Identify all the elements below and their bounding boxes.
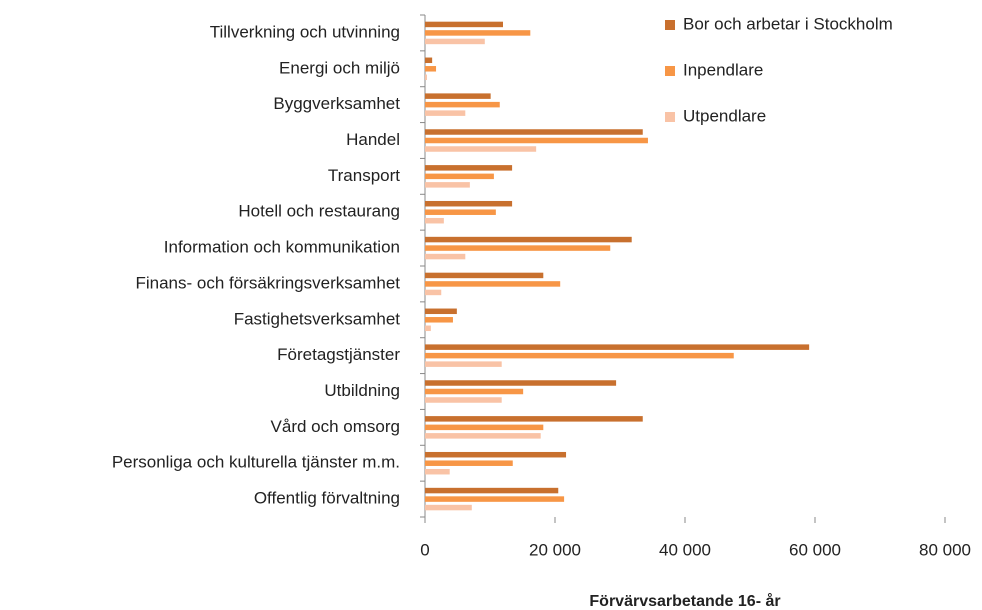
bar bbox=[425, 468, 450, 475]
bar bbox=[425, 361, 502, 367]
bar bbox=[425, 57, 433, 64]
y-tick-label: Hotell och restaurang bbox=[238, 202, 400, 221]
y-tick-label: Energi och miljö bbox=[279, 58, 400, 77]
bar bbox=[425, 182, 470, 188]
y-tick-label: Vård och omsorg bbox=[271, 417, 400, 436]
bar bbox=[425, 380, 617, 386]
bar bbox=[425, 317, 453, 323]
bar bbox=[425, 352, 734, 359]
bar bbox=[425, 173, 494, 180]
bar bbox=[425, 388, 524, 395]
bar bbox=[425, 451, 567, 458]
bar bbox=[425, 200, 513, 207]
x-axis-label: Förvärvsarbetande 16- år bbox=[589, 592, 780, 610]
y-tick-label: Fastighetsverksamhet bbox=[234, 309, 401, 328]
legend-swatch bbox=[665, 112, 675, 122]
bar bbox=[425, 30, 531, 36]
y-tick-label: Tillverkning och utvinning bbox=[210, 22, 400, 41]
legend-swatch bbox=[665, 66, 675, 76]
y-tick-label: Finans- och försäkringsverksamhet bbox=[135, 273, 400, 292]
bar bbox=[425, 38, 485, 45]
bar bbox=[425, 110, 466, 116]
bar bbox=[425, 66, 437, 72]
x-tick-label: 40 000 bbox=[659, 540, 711, 559]
bar bbox=[425, 236, 632, 243]
legend-label: Bor och arbetar i Stockholm bbox=[683, 14, 893, 33]
x-tick-label: 80 000 bbox=[919, 540, 971, 559]
bar bbox=[425, 253, 466, 260]
bar bbox=[425, 424, 544, 431]
bar bbox=[425, 74, 427, 81]
y-tick-label: Företagstjänster bbox=[277, 345, 400, 364]
bar bbox=[425, 129, 643, 135]
y-tick-label: Handel bbox=[346, 130, 400, 149]
bar bbox=[425, 308, 457, 315]
legend-swatch bbox=[665, 20, 675, 30]
y-tick-label: Transport bbox=[328, 166, 400, 185]
bar bbox=[425, 281, 561, 287]
x-tick-label: 20 000 bbox=[529, 540, 581, 559]
legend-label: Utpendlare bbox=[683, 106, 766, 125]
bar bbox=[425, 460, 513, 466]
y-tick-label: Personliga och kulturella tjänster m.m. bbox=[112, 453, 400, 472]
bar bbox=[425, 397, 502, 403]
bar bbox=[425, 209, 496, 215]
x-tick-label: 60 000 bbox=[789, 540, 841, 559]
bar bbox=[425, 101, 500, 108]
bar bbox=[425, 245, 611, 251]
bar bbox=[425, 325, 431, 332]
bar bbox=[425, 504, 472, 511]
bar bbox=[425, 272, 544, 279]
x-tick-label: 0 bbox=[420, 540, 429, 559]
bar bbox=[425, 21, 503, 28]
bar bbox=[425, 344, 810, 350]
bar bbox=[425, 93, 491, 99]
y-tick-label: Information och kommunikation bbox=[164, 238, 400, 257]
bar bbox=[425, 289, 442, 296]
bar bbox=[425, 146, 537, 152]
y-tick-label: Utbildning bbox=[324, 381, 400, 400]
bar bbox=[425, 496, 565, 502]
bar bbox=[425, 165, 513, 171]
y-tick-label: Offentlig förvaltning bbox=[254, 489, 400, 508]
bar bbox=[425, 487, 559, 494]
legend-label: Inpendlare bbox=[683, 60, 763, 79]
y-tick-label: Byggverksamhet bbox=[273, 94, 400, 113]
bar bbox=[425, 217, 444, 224]
bar bbox=[425, 137, 648, 144]
bar bbox=[425, 433, 541, 439]
bar bbox=[425, 416, 643, 422]
